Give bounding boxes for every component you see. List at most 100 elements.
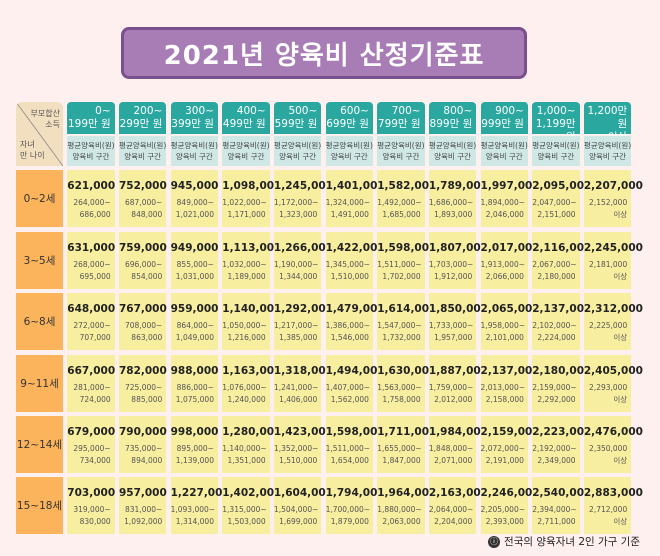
average-cost-value: 1,266,000 (273, 241, 334, 254)
cost-range-value: 2,350,000 이상 (589, 443, 628, 465)
average-cost-value: 1,997,000 (480, 180, 540, 193)
table-cell: 1,582,000 1,492,000~ 1,685,000 (377, 170, 436, 228)
average-cost-value: 1,140,000 (222, 303, 282, 316)
average-cost-value: 667,000 (67, 364, 116, 377)
cost-range-value: 2,159,000~ 2,292,000 (532, 382, 577, 404)
average-cost-value: 1,964,000 (377, 487, 437, 500)
income-column-header: 600~ 699만 원 평균양육비(원) 양육비 구간 (325, 102, 373, 166)
table-cell: 988,000 886,000~ 1,075,000 (170, 354, 218, 412)
table-cell: 1,401,000 1,324,000~ 1,491,000 (325, 170, 385, 228)
average-cost-value: 1,789,000 (428, 180, 489, 193)
table-corner-header: 부모합산 소득 자녀 만 나이 (16, 102, 63, 166)
income-range-label: 900~ 999만 원 (480, 102, 528, 134)
table-cell: 2,017,000 1,913,000~ 2,066,000 (480, 231, 540, 289)
age-row-label: 15~18세 (16, 477, 63, 535)
cost-range-value: 1,172,000~ 1,323,000 (273, 198, 319, 220)
table-cell: 2,476,000 2,350,000 이상 (583, 415, 643, 473)
table-cell: 1,318,000 1,241,000~ 1,406,000 (273, 354, 333, 412)
average-cost-value: 1,113,000 (222, 241, 282, 254)
cost-range-value: 319,000~ 830,000 (73, 505, 111, 527)
income-range-label: 600~ 699만 원 (325, 102, 373, 134)
average-cost-value: 631,000 (67, 241, 116, 254)
cost-range-value: 264,000~ 686,000 (73, 198, 111, 220)
cost-range-value: 1,352,000~ 1,510,000 (273, 443, 319, 465)
average-cost-value: 1,984,000 (428, 425, 489, 438)
cost-range-value: 1,492,000~ 1,685,000 (377, 198, 422, 220)
average-cost-value: 790,000 (118, 425, 167, 438)
table-cell: 1,604,000 1,504,000~ 1,699,000 (273, 477, 333, 535)
average-cost-value: 1,614,000 (377, 303, 437, 316)
cost-range-value: 1,880,000~ 2,063,000 (377, 505, 422, 527)
table-cell: 759,000 696,000~ 854,000 (118, 231, 167, 289)
average-cost-value: 2,312,000 (583, 303, 643, 316)
table-cell: 1,794,000 1,700,000~ 1,879,000 (325, 477, 385, 535)
average-cost-value: 2,159,000 (480, 425, 540, 438)
income-range-label: 1,200만 원이상 (583, 102, 632, 143)
table-cell: 1,630,000 1,563,000~ 1,758,000 (377, 354, 436, 412)
cost-range-value: 2,013,000~ 2,158,000 (480, 382, 526, 404)
cost-range-value: 295,000~ 734,000 (73, 443, 111, 465)
average-cost-value: 1,711,000 (377, 425, 437, 438)
income-range-label: 0~ 199만 원 (67, 102, 115, 134)
cost-range-value: 1,759,000~ 2,012,000 (428, 382, 474, 404)
table-cell: 2,095,000 2,047,000~ 2,151,000 (532, 170, 592, 228)
table-cell: 2,883,000 2,712,000 이상 (583, 477, 643, 535)
table-cell: 703,000 319,000~ 830,000 (67, 477, 116, 535)
cost-range-value: 2,102,000~ 2,224,000 (532, 321, 577, 343)
column-subheader: 평균양육비(원) 양육비 구간 (428, 136, 477, 166)
column-subheader: 평균양육비(원) 양육비 구간 (532, 136, 580, 166)
table-cell: 782,000 725,000~ 885,000 (118, 354, 167, 412)
average-cost-value: 1,245,000 (273, 180, 334, 193)
table-cell: 2,116,000 2,067,000~ 2,180,000 (532, 231, 592, 289)
average-cost-value: 998,000 (170, 425, 219, 438)
table-cell: 2,312,000 2,225,000 이상 (583, 293, 643, 351)
income-range-label: 700~ 799만 원 (377, 102, 425, 134)
average-cost-value: 2,476,000 (583, 425, 643, 438)
cost-range-value: 2,225,000 이상 (589, 321, 628, 343)
table-cell: 1,140,000 1,050,000~ 1,216,000 (222, 293, 282, 351)
average-cost-value: 2,116,000 (532, 241, 592, 254)
average-cost-value: 2,137,000 (480, 364, 540, 377)
average-cost-value: 949,000 (170, 241, 219, 254)
cost-range-value: 2,205,000~ 2,393,000 (480, 505, 526, 527)
cost-range-value: 1,093,000~ 1,314,000 (170, 505, 216, 527)
table-cell: 949,000 855,000~ 1,031,000 (170, 231, 219, 289)
cost-range-value: 268,000~ 695,000 (73, 259, 111, 281)
cost-range-value: 1,733,000~ 1,957,000 (428, 321, 474, 343)
average-cost-value: 2,180,000 (532, 364, 592, 377)
average-cost-value: 1,098,000 (222, 180, 282, 193)
table-cell: 2,137,000 2,102,000~ 2,224,000 (532, 293, 591, 351)
average-cost-value: 957,000 (118, 487, 167, 500)
average-cost-value: 1,479,000 (325, 303, 385, 316)
table-cell: 1,245,000 1,172,000~ 1,323,000 (273, 170, 334, 228)
table-cell: 1,292,000 1,217,000~ 1,385,000 (273, 293, 333, 351)
table-cell: 1,789,000 1,686,000~ 1,893,000 (428, 170, 489, 228)
cost-range-value: 849,000~ 1,021,000 (175, 198, 214, 220)
table-cell: 2,245,000 2,181,000 이상 (583, 231, 643, 289)
average-cost-value: 2,246,000 (480, 487, 540, 500)
table-cell: 2,246,000 2,205,000~ 2,393,000 (480, 477, 540, 535)
table-cell: 1,598,000 1,511,000~ 1,702,000 (377, 231, 437, 289)
income-range-label: 800~ 899만 원 (428, 102, 477, 134)
cost-range-value: 1,022,000~ 1,171,000 (222, 198, 267, 220)
cost-range-value: 725,000~ 885,000 (125, 382, 163, 404)
table-cell: 1,807,000 1,703,000~ 1,912,000 (428, 231, 488, 289)
average-cost-value: 2,405,000 (583, 364, 643, 377)
cost-range-value: 1,315,000~ 1,503,000 (222, 505, 267, 527)
cost-range-value: 1,913,000~ 2,066,000 (480, 259, 526, 281)
cost-range-value: 1,700,000~ 1,879,000 (325, 505, 371, 527)
average-cost-value: 1,422,000 (325, 241, 385, 254)
average-cost-value: 1,794,000 (325, 487, 385, 500)
corner-income-label: 부모합산 소득 (30, 109, 60, 129)
average-cost-value: 2,223,000 (532, 425, 592, 438)
average-cost-value: 2,095,000 (532, 180, 592, 193)
column-subheader: 평균양육비(원) 양육비 구간 (480, 136, 528, 166)
income-column-header: 400~ 499만 원 평균양육비(원) 양육비 구간 (222, 102, 270, 166)
table-cell: 1,494,000 1,407,000~ 1,562,000 (325, 354, 385, 412)
table-cell: 1,850,000 1,733,000~ 1,957,000 (428, 293, 488, 351)
column-subheader: 평균양육비(원) 양육비 구간 (273, 136, 322, 166)
average-cost-value: 703,000 (67, 487, 116, 500)
cost-range-value: 1,050,000~ 1,216,000 (222, 321, 267, 343)
average-cost-value: 1,598,000 (377, 241, 437, 254)
